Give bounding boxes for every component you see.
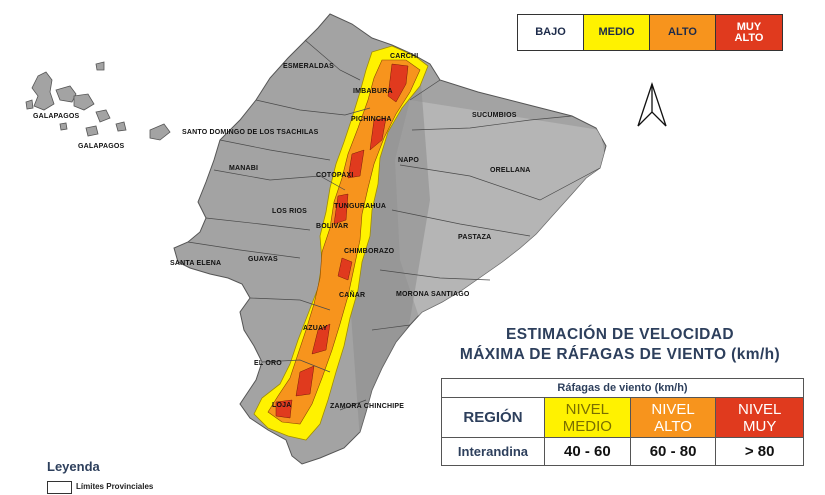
province-label-bolivar: BOLIVAR <box>316 223 349 230</box>
province-label-pichincha: PICHINCHA <box>351 116 392 123</box>
province-label-manabi: MANABI <box>229 165 259 172</box>
level-muy-alto-line1: NIVEL <box>738 400 782 418</box>
level-medio-header: NIVEL MEDIO <box>543 397 631 438</box>
province-label-el-oro: EL ORO <box>254 360 282 367</box>
province-label-cotopaxi: COTOPAXI <box>316 172 354 179</box>
level-medio-line1: NIVEL <box>565 400 610 418</box>
province-label-santa-elena: SANTA ELENA <box>170 260 222 267</box>
level-muy-alto-header: NIVEL MUY <box>715 397 804 438</box>
province-label-napo: NAPO <box>398 157 420 164</box>
province-label-sucumbios: SUCUMBIOS <box>472 112 517 119</box>
value-medio-cell: 40 - 60 <box>543 437 631 466</box>
province-label-tungurahua: TUNGURAHUA <box>334 203 387 210</box>
province-label-chimborazo: CHIMBORAZO <box>344 248 395 255</box>
risk-level-muy-alto: MUY ALTO <box>716 15 782 50</box>
galapagos-islands <box>25 61 171 141</box>
table-row: Interandina 40 - 60 60 - 80 > 80 <box>441 437 804 466</box>
province-label-los-rios: LOS RIOS <box>272 208 308 215</box>
level-alto-header: NIVEL ALTO <box>629 397 717 438</box>
level-alto-line2: ALTO <box>654 417 692 435</box>
value-alto-cell: 60 - 80 <box>629 437 717 466</box>
province-label-galapagos: GALAPAGOS <box>33 113 80 120</box>
province-label-loja: LOJA <box>272 402 292 409</box>
province-label-santo-domingo: SANTO DOMINGO DE LOS TSACHILAS <box>182 129 319 136</box>
province-label-canar: CAÑAR <box>339 292 366 299</box>
province-label-orellana: ORELLANA <box>490 167 531 174</box>
risk-level-medio: MEDIO <box>584 15 650 50</box>
level-medio-line2: MEDIO <box>562 417 612 435</box>
province-label-carchi: CARCHI <box>390 53 419 60</box>
province-label-morona-santiago: MORONA SANTIAGO <box>396 291 470 298</box>
province-label-galapagos: GALAPAGOS <box>78 143 125 150</box>
risk-level-alto: ALTO <box>650 15 716 50</box>
region-cell: Interandina <box>441 437 545 466</box>
map-title-line2: MÁXIMA DE RÁFAGAS DE VIENTO (km/h) <box>459 346 781 363</box>
province-label-guayas: GUAYAS <box>248 256 278 263</box>
north-arrow <box>637 81 667 127</box>
level-alto-line1: NIVEL <box>651 400 695 418</box>
province-label-imbabura: IMBABURA <box>353 88 393 95</box>
wind-gust-table: Ráfagas de viento (km/h) REGIÓN NIVEL ME… <box>441 378 804 466</box>
region-header: REGIÓN <box>441 397 545 438</box>
province-label-pastaza: PASTAZA <box>458 234 492 241</box>
legend-item-label: Límites Provinciales <box>76 482 154 491</box>
province-label-azuay: AZUAY <box>303 325 328 332</box>
level-muy-alto-line2: MUY <box>743 417 777 435</box>
province-label-esmeraldas: ESMERALDAS <box>283 63 335 70</box>
wind-table-caption: Ráfagas de viento (km/h) <box>441 378 804 398</box>
map-title-line1: ESTIMACIÓN DE VELOCIDAD <box>506 326 734 343</box>
legend-title: Leyenda <box>47 459 100 474</box>
province-label-zamora-chinchipe: ZAMORA CHINCHIPE <box>330 403 405 410</box>
province-boundary-swatch <box>47 481 72 494</box>
value-muy-alto-cell: > 80 <box>715 437 804 466</box>
risk-level-bajo: BAJO <box>518 15 584 50</box>
risk-scale-legend: BAJO MEDIO ALTO MUY ALTO <box>517 14 783 51</box>
